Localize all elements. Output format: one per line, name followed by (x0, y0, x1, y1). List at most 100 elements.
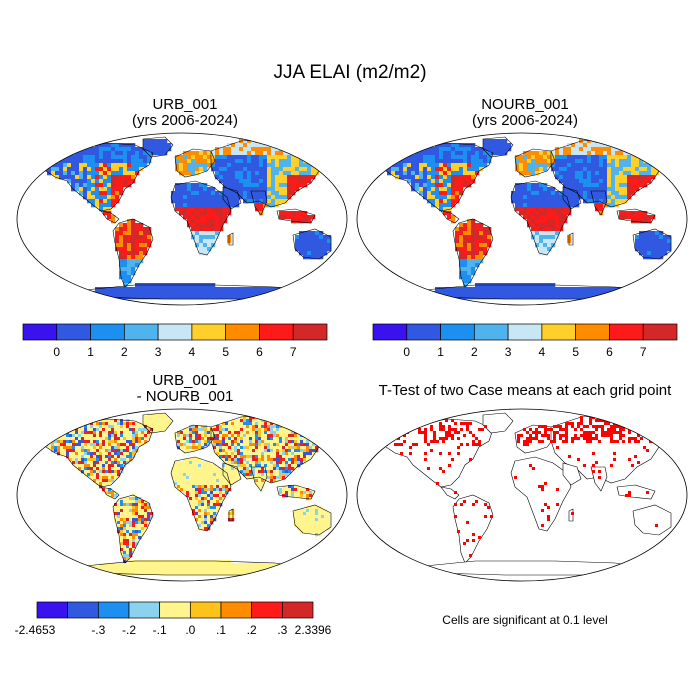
map-urb-africa (170, 180, 232, 256)
map-diff-field (42, 413, 334, 576)
colorbar-nourb-tick-label: 6 (606, 345, 613, 359)
colorbar-urb-swatch (259, 323, 294, 341)
colorbar-diff-tick-label: .0 (185, 623, 195, 637)
map-urb-madagascar (228, 232, 234, 246)
map-diff-arabia (222, 462, 242, 486)
map-ttest-greenland (482, 412, 514, 434)
map-nourb-madagascar (568, 232, 574, 246)
map-ttest (356, 408, 688, 582)
colorbar-diff-swatch (281, 601, 314, 619)
colorbar-nourb-swatch (372, 323, 408, 341)
map-nourb-greenland (482, 136, 514, 158)
map-nourb (356, 132, 688, 306)
map-nourb-southAmerica (452, 218, 494, 288)
map-urb-southAmerica (112, 218, 154, 288)
colorbar-urb-swatch (157, 323, 193, 341)
colorbar-nourb-swatch (507, 323, 543, 341)
map-urb-boundary (16, 132, 348, 306)
map-diff-india (250, 466, 268, 492)
colorbar-nourb-swatch (440, 323, 475, 341)
colorbar-nourb-tick-label: 5 (572, 345, 579, 359)
map-ttest-arabia (562, 462, 582, 486)
colorbar-nourb: 0 1 2 3 4 5 6 7 (372, 323, 678, 359)
colorbar-diff-tick-label: .3 (277, 623, 287, 637)
colorbar-nourb-tick-label: 3 (505, 345, 512, 359)
colorbar-nourb-swatch (406, 323, 441, 341)
map-ttest-australia (632, 504, 672, 536)
panel-urb-title-line2: (yrs 2006-2024) (132, 112, 238, 129)
panel-urb-title: URB_001 (yrs 2006-2024) (30, 97, 340, 129)
map-nourb-arabia (562, 186, 582, 210)
colorbar-diff-tick-label: .2 (247, 623, 257, 637)
map-nourb-centralAm (440, 210, 460, 224)
colorbar-diff-tick-label: -.3 (91, 623, 105, 637)
colorbar-urb-tick-label: 1 (87, 345, 94, 359)
panel-diff-title-line1: URB_001 (152, 372, 218, 389)
colorbar-diff-swatch (220, 601, 253, 619)
colorbar-nourb-swatch (642, 323, 678, 341)
map-urb (16, 132, 348, 306)
map-urb-seAsiaIslands (276, 208, 316, 224)
map-diff-europe (174, 424, 216, 454)
map-nourb-seAsiaIslands (616, 208, 656, 224)
panel-urb-title-line1: URB_001 (152, 96, 218, 113)
map-nourb-india (590, 190, 608, 216)
colorbar-urb-tick-label: 3 (155, 345, 162, 359)
map-urb-field (43, 139, 332, 300)
map-diff-northAmerica (42, 418, 154, 488)
panel-diff-title: URB_001 - NOURB_001 (30, 373, 340, 405)
colorbar-diff: -2.4653 -.3 -.2 -.1 .0 .1 .2 .3 2.3396 (15, 601, 332, 637)
panel-diff-title-line2: - NOURB_001 (136, 388, 234, 405)
map-urb-arabia (222, 186, 242, 210)
colorbar-nourb-tick-label: 4 (539, 345, 546, 359)
map-diff-southAmerica (112, 494, 154, 564)
colorbar-diff-swatch (159, 601, 191, 619)
colorbar-diff-tick-label: -2.4653 (15, 623, 56, 637)
map-nourb-field (383, 139, 672, 300)
map-nourb-boundary (356, 132, 688, 306)
colorbar-nourb-tick-label: 1 (437, 345, 444, 359)
colorbar-nourb-tick-label: 2 (471, 345, 478, 359)
map-diff-madagascar (228, 508, 234, 522)
colorbar-urb-swatch (191, 323, 227, 341)
map-ttest-centralAm (440, 486, 460, 500)
map-ttest-boundary (356, 408, 688, 582)
map-nourb-australia (632, 228, 672, 260)
map-urb-australia (292, 228, 332, 260)
map-ttest-northAmerica (382, 418, 494, 488)
map-diff-africa (170, 456, 232, 532)
figure-title: JJA ELAI (m2/m2) (273, 62, 427, 83)
panel-ttest-title: T-Test of two Case means at each grid po… (378, 382, 672, 399)
colorbar-urb-swatch (22, 323, 58, 341)
colorbar-nourb-swatch (609, 323, 644, 341)
colorbar-urb-tick-label: 2 (121, 345, 128, 359)
colorbar-urb-swatch (123, 323, 159, 341)
map-urb-northAmerica (42, 142, 154, 212)
colorbar-urb: 0 1 2 3 4 5 6 7 (22, 323, 328, 359)
colorbar-urb-tick-label: 4 (189, 345, 196, 359)
map-nourb-northAmerica (382, 142, 494, 212)
colorbar-nourb-tick-label: 0 (403, 345, 410, 359)
colorbar-nourb-swatch (541, 323, 577, 341)
colorbar-diff-swatch (128, 601, 161, 619)
panel-nourb-title: NOURB_001 (yrs 2006-2024) (370, 97, 680, 129)
colorbar-diff-tick-label: -.2 (122, 623, 136, 637)
colorbar-urb-swatch (292, 323, 328, 341)
map-ttest-africa (510, 456, 572, 532)
map-diff-centralAm (100, 486, 120, 500)
colorbar-urb-swatch (225, 323, 260, 341)
map-diff-seAsiaIslands (276, 484, 316, 500)
colorbar-diff-swatch (97, 601, 130, 619)
colorbar-nourb-swatch (575, 323, 610, 341)
colorbar-urb-tick-label: 7 (290, 345, 297, 359)
colorbar-nourb-tick-label: 7 (640, 345, 647, 359)
map-diff-greenland (142, 412, 174, 434)
colorbar-diff-swatch (251, 601, 283, 619)
map-diff-australia (292, 504, 332, 536)
map-nourb-africa (510, 180, 572, 256)
colorbar-nourb-swatch (473, 323, 509, 341)
colorbar-urb-swatch (90, 323, 125, 341)
map-urb-india (250, 190, 268, 216)
map-ttest-seAsiaIslands (616, 484, 656, 500)
colorbar-diff-tick-label: 2.3396 (295, 623, 332, 637)
